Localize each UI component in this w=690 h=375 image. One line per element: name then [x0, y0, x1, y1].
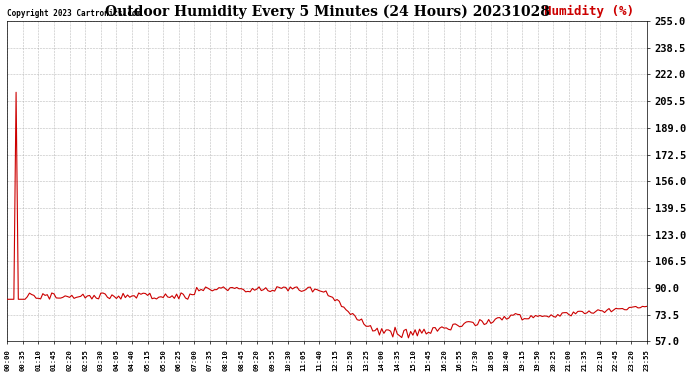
Text: Humidity (%): Humidity (%) [544, 5, 634, 18]
Title: Outdoor Humidity Every 5 Minutes (24 Hours) 20231028: Outdoor Humidity Every 5 Minutes (24 Hou… [105, 4, 549, 18]
Text: Copyright 2023 Cartronics.com: Copyright 2023 Cartronics.com [7, 9, 141, 18]
